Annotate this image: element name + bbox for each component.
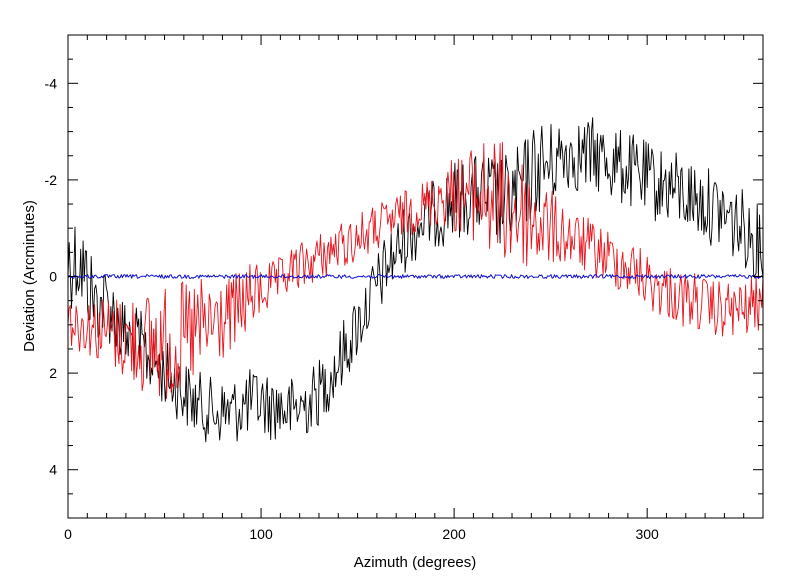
x-tick-label: 300: [635, 526, 659, 542]
x-axis-title: Azimuth (degrees): [354, 554, 477, 571]
x-tick-label: 100: [249, 526, 273, 542]
y-tick-label: -4: [45, 75, 58, 91]
y-tick-label: -2: [45, 172, 58, 188]
series-line-3: [67, 274, 764, 279]
y-tick-label: 4: [49, 462, 57, 478]
plot-lines: [67, 117, 764, 443]
series-line-2: [67, 141, 764, 400]
y-axis-title: Deviation (Arcminutes): [21, 200, 38, 352]
x-tick-label: 200: [442, 526, 466, 542]
series-line-1: [67, 117, 764, 443]
y-tick-label: 2: [49, 365, 57, 381]
plot-frame: [67, 34, 764, 519]
y-tick-label: 0: [49, 269, 57, 285]
x-tick-label: 0: [64, 526, 72, 542]
tick-labels: 0 100 200 300 -4 -2 0 2 4: [45, 75, 660, 542]
